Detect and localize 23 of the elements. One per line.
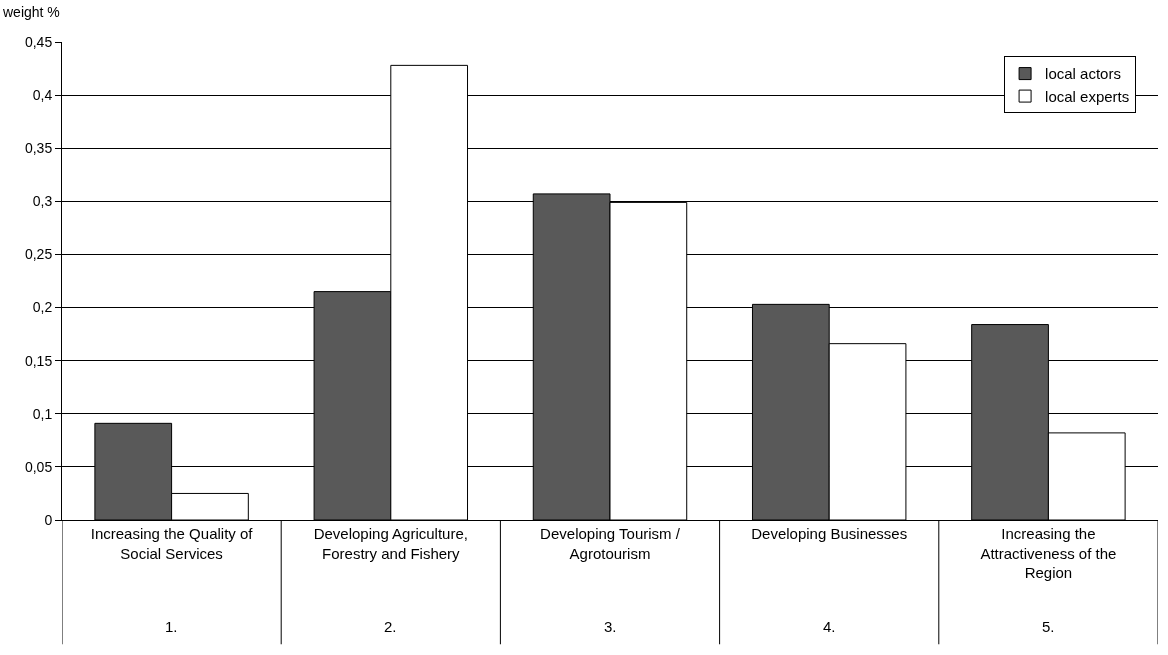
text: 3. — [604, 618, 617, 635]
text: 4. — [823, 618, 836, 635]
y-tick-label: 0,25 — [24, 246, 53, 263]
y-tick-label: 0,35 — [24, 140, 53, 157]
y-tick-label: 0 — [44, 511, 53, 528]
y-tick-label: 0,05 — [24, 458, 53, 475]
x-tick-label: Developing Businesses — [751, 525, 908, 542]
y-tick-label: 0,15 — [24, 352, 53, 369]
y-tick-label: 0,45 — [24, 33, 53, 50]
text: 1. — [165, 618, 178, 635]
text: 2. — [384, 618, 397, 635]
y-tick-label: 0,4 — [32, 87, 53, 104]
legend-label: local actors — [1045, 65, 1121, 83]
y-tick-label: 0,1 — [32, 405, 53, 422]
x-tick-label: Developing Agriculture, Forestry and Fishery — [313, 525, 468, 562]
y-tick-label: 0,2 — [32, 299, 53, 316]
x-tick-label: Developing Tourism / Agrotourism — [540, 525, 681, 562]
text: 5. — [1042, 618, 1055, 635]
x-tick-label: Increasing the Quality of Social Services — [90, 525, 254, 562]
y-tick-label: 0,3 — [32, 193, 53, 210]
legend-label: local experts — [1045, 87, 1130, 105]
x-tick-label: Increasing the Attractiveness of the Region — [980, 525, 1117, 581]
y-axis-title: weight % — [2, 4, 60, 20]
